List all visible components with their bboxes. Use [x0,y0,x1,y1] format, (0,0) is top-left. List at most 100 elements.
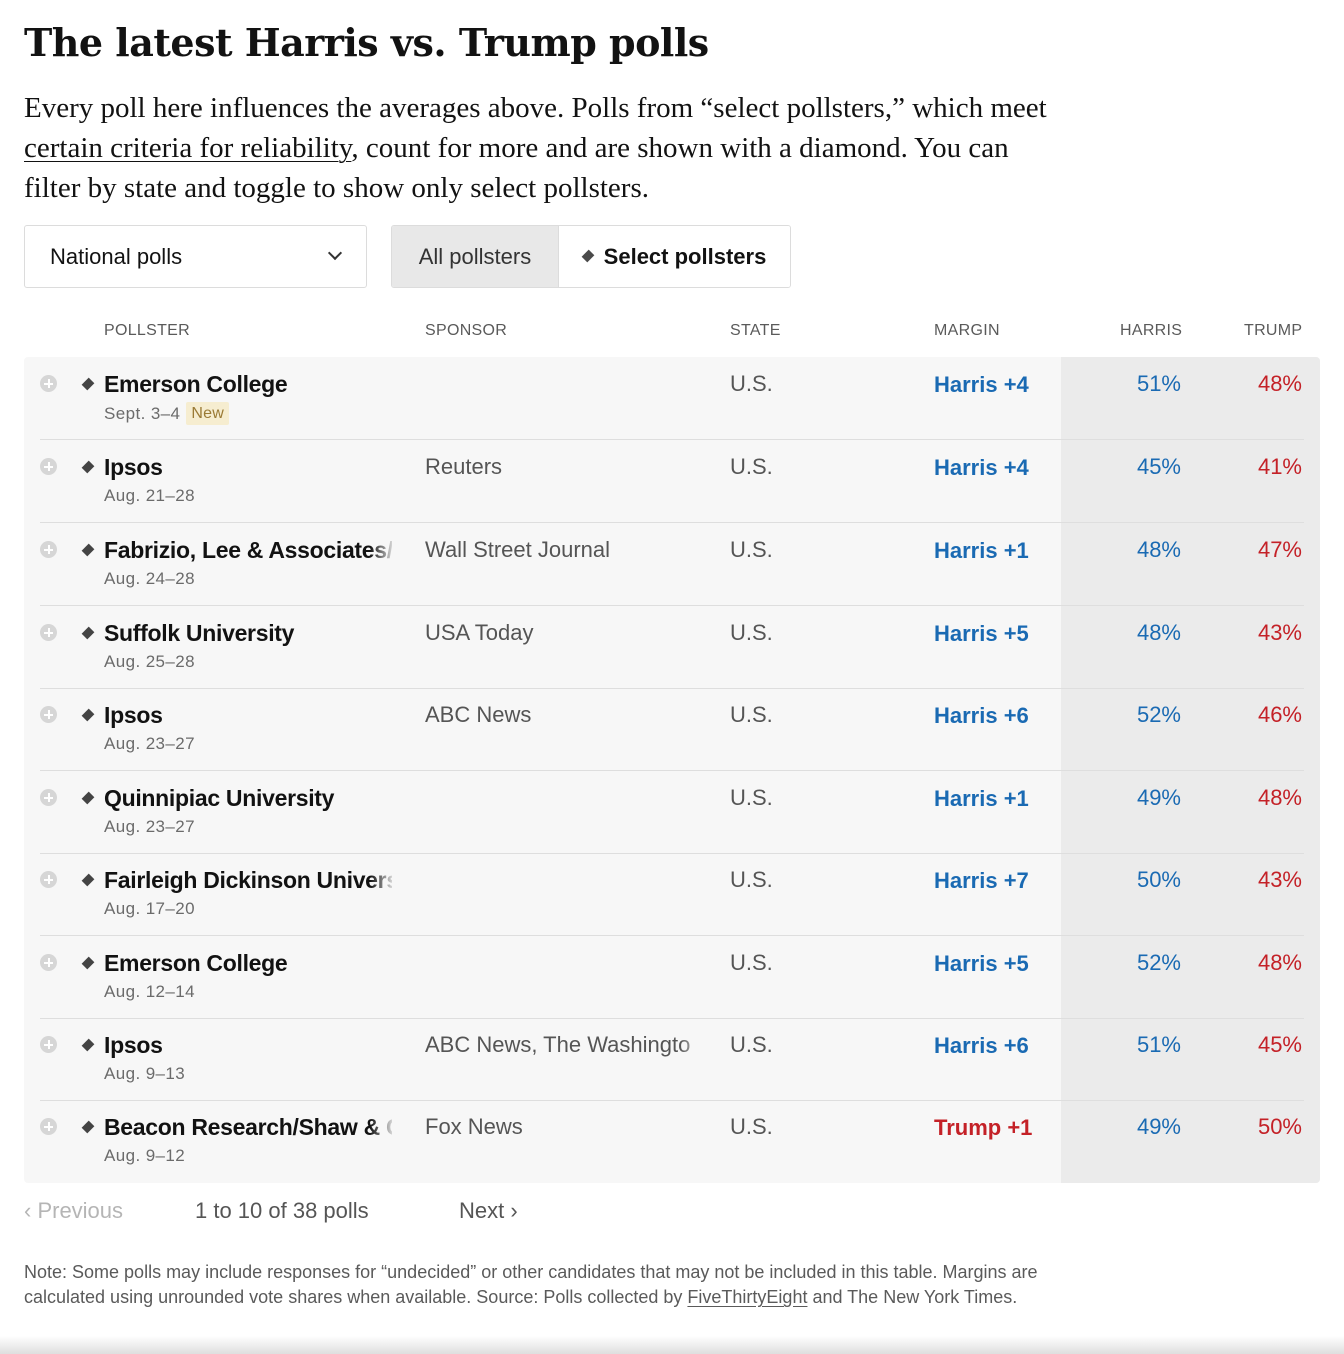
harris-share: 52% [1136,702,1181,727]
intro-paragraph: Every poll here influences the averages … [24,88,1054,208]
bottom-fade [0,1336,1344,1354]
margin-value: Harris +1 [934,538,1029,563]
state-value: U.S. [730,537,773,562]
poll-dates: Aug. 25–28 [104,652,195,671]
column-header-margin: MARGIN [934,322,1000,339]
expand-plus-icon[interactable] [40,706,57,723]
column-header-pollster: POLLSTER [104,322,190,339]
table-row: Fabrizio, Lee & Associates/ Aug. 24–28 W… [40,523,1304,606]
diamond-icon [81,377,95,391]
harris-share: 50% [1136,867,1181,892]
pollster-toggle: All pollsters Select pollsters [391,225,791,288]
all-pollsters-button[interactable]: All pollsters [392,226,558,287]
select-pollsters-label: Select pollsters [603,243,767,269]
previous-page-button[interactable]: ‹ Previous [24,1198,124,1223]
state-value: U.S. [730,620,773,645]
sponsor-name: Wall Street Journal [425,537,611,562]
table-row: Quinnipiac University Aug. 23–27 U.S. Ha… [40,771,1304,854]
criteria-link[interactable]: certain criteria for reliability [24,132,352,164]
diamond-icon [81,1038,95,1052]
diamond-icon [81,956,95,970]
diamond-icon [81,791,95,805]
expand-plus-icon[interactable] [40,375,57,392]
diamond-icon [81,1120,95,1134]
expand-plus-icon[interactable] [40,954,57,971]
margin-value: Trump +1 [934,1115,1033,1140]
sponsor-name: ABC News [425,702,532,727]
diamond-icon [81,873,95,887]
state-value: U.S. [730,371,773,396]
note-text-1: Note: Some polls may include responses f… [24,1262,1038,1307]
table-header: POLLSTER SPONSOR STATE MARGIN HARRIS TRU… [0,320,1344,344]
trump-share: 43% [1257,620,1302,645]
text-fade [370,1110,396,1144]
margin-value: Harris +5 [934,951,1029,976]
column-header-sponsor: SPONSOR [425,322,508,339]
sponsor-name: ABC News, The Washingto [425,1032,691,1057]
table-row: Ipsos Aug. 9–13 ABC News, The Washingto … [40,1018,1304,1101]
text-fade [370,533,396,567]
harris-share: 51% [1136,1032,1181,1057]
state-value: U.S. [730,1032,773,1057]
page-count: 1 to 10 of 38 polls [195,1198,369,1223]
table-row: Beacon Research/Shaw & C Aug. 9–12 Fox N… [40,1100,1304,1183]
poll-dates: Aug. 9–12 [104,1146,186,1165]
pagination: ‹ Previous 1 to 10 of 38 polls Next › [0,1198,1344,1228]
trump-share: 45% [1257,1032,1302,1057]
next-page-button[interactable]: Next › [459,1198,518,1223]
new-badge: New [186,402,229,425]
poll-dates: Aug. 21–28 [104,486,195,505]
state-value: U.S. [730,454,773,479]
fivethirtyeight-link[interactable]: FiveThirtyEight [687,1287,808,1307]
intro-text-1: Every poll here influences the averages … [24,92,1047,124]
table-row: Ipsos Aug. 23–27 ABC News U.S. Harris +6… [40,688,1304,771]
trump-share: 43% [1257,867,1302,892]
table-row: Emerson College Aug. 12–14 U.S. Harris +… [40,936,1304,1019]
pollster-name: Beacon Research/Shaw & C [104,1114,392,1140]
margin-value: Harris +4 [934,372,1029,397]
poll-date-text: Sept. 3–4 [104,404,181,423]
pollster-name: Ipsos [104,454,163,480]
state-value: U.S. [730,785,773,810]
diamond-icon [81,543,95,557]
chevron-down-icon [327,245,343,261]
all-pollsters-label: All pollsters [418,243,532,269]
polls-table: Emerson College Sept. 3–4 New U.S. Harris… [24,357,1320,1183]
diamond-icon [81,708,95,722]
pollster-name: Ipsos [104,702,163,728]
margin-value: Harris +6 [934,1033,1029,1058]
column-header-state: STATE [730,322,781,339]
poll-dates: Aug. 12–14 [104,982,195,1001]
expand-plus-icon[interactable] [40,789,57,806]
sponsor-name: USA Today [425,620,534,645]
expand-plus-icon[interactable] [40,624,57,641]
note-text-2: and The New York Times. [807,1287,1018,1307]
state-value: U.S. [730,1114,773,1139]
pollster-name: Emerson College [104,371,288,397]
expand-plus-icon[interactable] [40,871,57,888]
text-fade [370,863,396,897]
expand-plus-icon[interactable] [40,458,57,475]
expand-plus-icon[interactable] [40,1036,57,1053]
intro-text-2: , count for more and are shown with a di… [24,132,1009,204]
sponsor-name: Fox News [425,1114,523,1139]
select-pollsters-button[interactable]: Select pollsters [558,226,790,287]
expand-plus-icon[interactable] [40,1118,57,1135]
trump-share: 48% [1257,785,1302,810]
poll-dates: Aug. 23–27 [104,734,195,753]
state-value: U.S. [730,702,773,727]
trump-share: 41% [1257,454,1302,479]
state-filter-dropdown[interactable]: National polls [24,225,367,288]
harris-share: 51% [1136,371,1181,396]
harris-share: 52% [1136,950,1181,975]
table-note: Note: Some polls may include responses f… [24,1260,1044,1310]
pollster-name: Emerson College [104,950,288,976]
expand-plus-icon[interactable] [40,541,57,558]
table-row: Suffolk University Aug. 25–28 USA Today … [40,606,1304,689]
poll-dates: Aug. 9–13 [104,1064,186,1083]
harris-share: 49% [1136,785,1181,810]
table-row: Emerson College Sept. 3–4 New U.S. Harris… [40,357,1304,440]
table-row: Ipsos Aug. 21–28 Reuters U.S. Harris +4 … [40,440,1304,523]
harris-share: 48% [1136,537,1181,562]
poll-dates: Sept. 3–4 New [104,402,229,426]
